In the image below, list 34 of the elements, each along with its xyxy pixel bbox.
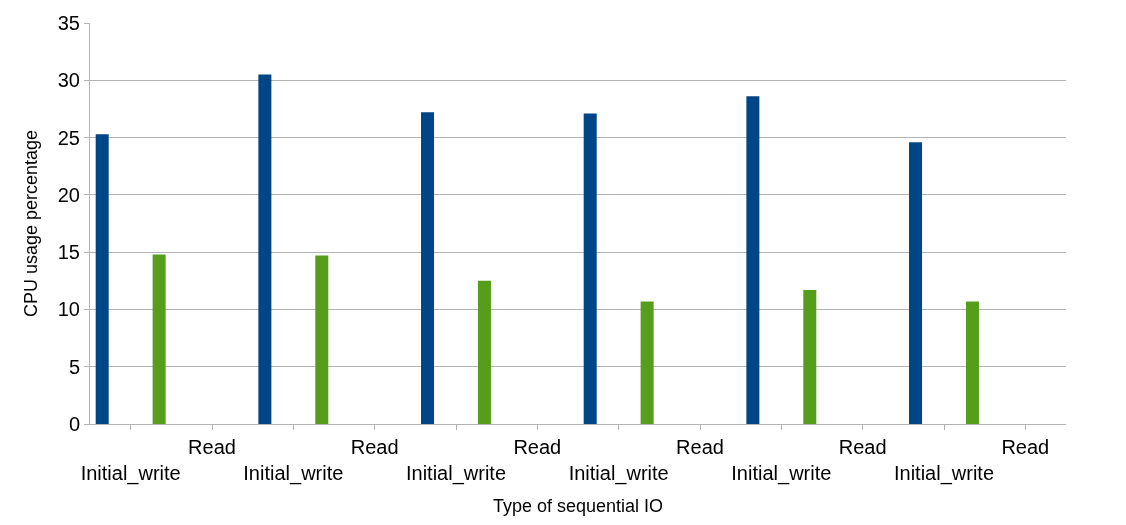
x-tick-label: Read xyxy=(676,436,724,458)
y-tick-label: 20 xyxy=(57,183,80,206)
x-axis-title: Type of sequential IO xyxy=(492,496,664,517)
bar xyxy=(909,142,923,424)
x-tick-label: Initial_write xyxy=(243,462,344,485)
bar xyxy=(315,255,329,424)
y-tick-label: 5 xyxy=(68,355,80,378)
x-tick-label: Initial_write xyxy=(893,462,995,485)
bar xyxy=(477,280,491,424)
x-tick-label: Read xyxy=(350,436,399,458)
y-axis-title: CPU usage percentage xyxy=(20,129,41,318)
x-tick-label: Initial_write xyxy=(568,462,669,485)
y-tick-label: 25 xyxy=(57,126,80,149)
y-tick-label: 35 xyxy=(57,12,80,34)
x-tick-label: Read xyxy=(188,436,236,458)
x-tick-label: Initial_write xyxy=(80,462,181,485)
bar xyxy=(258,74,272,424)
x-tick-label: Initial_write xyxy=(405,462,507,485)
y-tick-label: 15 xyxy=(57,241,80,264)
bar xyxy=(746,96,760,424)
x-tick-label: Read xyxy=(838,436,887,458)
x-tick-label: Initial_write xyxy=(731,462,832,485)
bar xyxy=(803,289,817,424)
y-tick-label: 30 xyxy=(57,69,80,92)
bar xyxy=(640,301,654,424)
x-tick-label: Read xyxy=(513,436,562,458)
bar xyxy=(95,134,109,424)
x-tick-label: Read xyxy=(1001,436,1050,458)
bar xyxy=(965,301,979,424)
bar xyxy=(583,113,597,424)
y-tick-label: 10 xyxy=(57,298,80,321)
y-tick-label: 0 xyxy=(68,413,80,435)
bar xyxy=(421,112,435,424)
bar xyxy=(152,254,166,424)
